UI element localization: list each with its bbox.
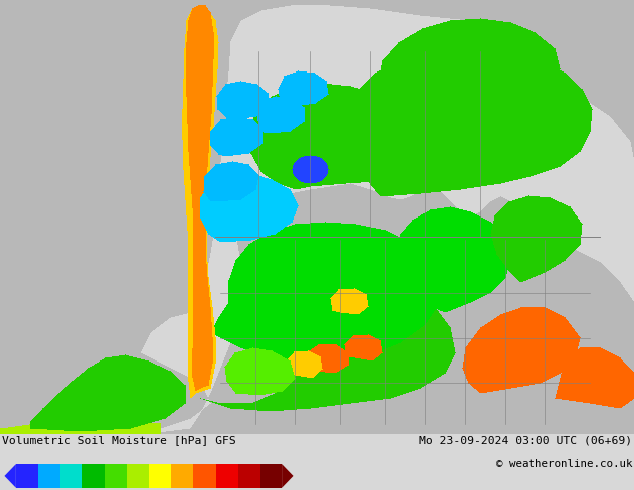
Bar	[16, 464, 38, 488]
Polygon shape	[4, 464, 16, 488]
Bar	[38, 464, 60, 488]
Bar	[216, 464, 238, 488]
Text: Volumetric Soil Moisture [hPa] GFS: Volumetric Soil Moisture [hPa] GFS	[2, 435, 236, 445]
Text: © weatheronline.co.uk: © weatheronline.co.uk	[496, 459, 632, 469]
Bar	[238, 464, 260, 488]
Bar	[60, 464, 82, 488]
Text: Mo 23-09-2024 03:00 UTC (06+69): Mo 23-09-2024 03:00 UTC (06+69)	[419, 435, 632, 445]
Bar	[171, 464, 193, 488]
Bar	[260, 464, 282, 488]
Bar	[193, 464, 216, 488]
Bar	[149, 464, 171, 488]
Polygon shape	[282, 464, 294, 488]
Bar	[82, 464, 105, 488]
Bar	[127, 464, 149, 488]
Bar	[105, 464, 127, 488]
